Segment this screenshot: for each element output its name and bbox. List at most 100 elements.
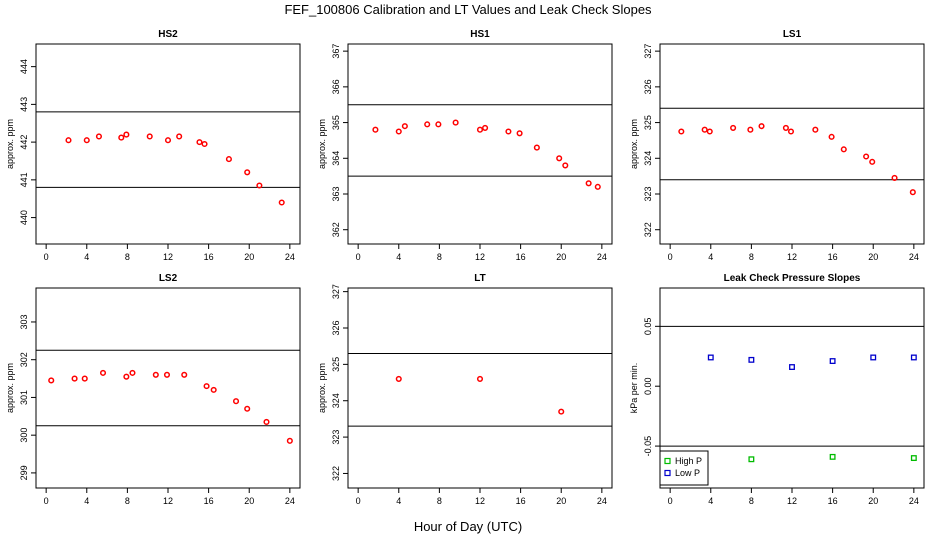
panel-6-point bbox=[748, 356, 755, 363]
panel-4-point bbox=[99, 369, 107, 376]
panel-1-point bbox=[244, 169, 251, 176]
panel-1-point bbox=[256, 182, 263, 189]
panel-1-y-tick-label: 440 bbox=[19, 210, 29, 225]
panel-6-x-tick-label: 8 bbox=[749, 496, 754, 506]
panel-6-point bbox=[707, 354, 714, 361]
panel-4-x-tick-label: 0 bbox=[44, 496, 49, 506]
panel-6-x-tick-label: 4 bbox=[708, 496, 713, 506]
panel-2-x-tick-label: 4 bbox=[396, 252, 401, 262]
panel-2-point bbox=[372, 126, 379, 133]
panel-5-y-tick-label: 327 bbox=[331, 284, 341, 299]
panel-3-x-tick-label: 12 bbox=[787, 252, 797, 262]
panel-4-point bbox=[163, 371, 171, 378]
panel-6-legend-marker bbox=[664, 457, 671, 465]
panel-6-point bbox=[789, 364, 795, 370]
panel-2-point bbox=[556, 155, 563, 162]
panel-5-y-tick-label: 324 bbox=[331, 393, 341, 408]
panel-2-x-tick-label: 16 bbox=[516, 252, 526, 262]
panel-3-point bbox=[891, 174, 898, 181]
panel-3-y-tick-label: 324 bbox=[643, 151, 653, 166]
panel-2-point bbox=[482, 124, 489, 131]
panel-3-point bbox=[869, 158, 876, 165]
panel-6-point bbox=[829, 453, 836, 460]
panel-5-point bbox=[558, 408, 565, 415]
panel-2-point bbox=[424, 121, 431, 128]
panel-4-x-tick-label: 4 bbox=[84, 496, 89, 506]
panel-3-point bbox=[812, 126, 819, 133]
panel-1-y-tick-label: 444 bbox=[19, 59, 29, 74]
panel-4-point bbox=[123, 373, 130, 380]
panel-1-point bbox=[225, 156, 232, 163]
panel-3-point bbox=[782, 124, 789, 131]
panel-5-x-tick-label: 20 bbox=[556, 496, 566, 506]
panel-4-y-tick-label: 299 bbox=[19, 465, 29, 480]
panel-3-point bbox=[840, 146, 847, 153]
panel-5-x-tick-label: 16 bbox=[516, 496, 526, 506]
panel-2-y-tick-label: 364 bbox=[331, 151, 341, 166]
panel-2-frame bbox=[347, 43, 613, 245]
panel-2-point bbox=[516, 130, 523, 137]
panel-4-point bbox=[232, 398, 240, 405]
panel-1-x-tick-label: 4 bbox=[84, 252, 89, 262]
panel-1-point bbox=[201, 140, 208, 148]
panel-4-y-tick-label: 303 bbox=[19, 314, 29, 329]
panel-5-x-tick-label: 4 bbox=[396, 496, 401, 506]
panel-1-x-tick-label: 8 bbox=[125, 252, 130, 262]
panel-6-y-tick-label: 0.05 bbox=[643, 318, 653, 336]
panel-1-point bbox=[278, 199, 285, 206]
panel-1-point bbox=[118, 134, 125, 141]
panel-5-x-tick-label: 24 bbox=[597, 496, 607, 506]
panel-2-x-tick-label: 24 bbox=[597, 252, 607, 262]
panel-4-y-tick-label: 300 bbox=[19, 428, 29, 443]
panel-4-point bbox=[152, 371, 159, 378]
panel-2-point bbox=[585, 180, 592, 187]
panel-1-x-tick-label: 0 bbox=[44, 252, 49, 262]
panel-3-point bbox=[909, 189, 916, 196]
panel-1-y-tick-label: 442 bbox=[19, 135, 29, 150]
panel-6-x-tick-label: 16 bbox=[828, 496, 838, 506]
panel-6-title: Leak Check Pressure Slopes bbox=[724, 273, 861, 284]
panel-4-x-tick-label: 24 bbox=[285, 496, 295, 506]
panel-2-point bbox=[395, 128, 402, 135]
panel-3-point bbox=[678, 128, 685, 135]
panel-1-point bbox=[176, 133, 183, 140]
panel-3-y-tick-label: 323 bbox=[643, 186, 653, 201]
figure-title: FEF_100806 Calibration and LT Values and… bbox=[284, 2, 652, 17]
panel-2-point bbox=[594, 183, 601, 190]
panel-1-point bbox=[95, 133, 103, 140]
panel-3-x-tick-label: 0 bbox=[668, 252, 673, 262]
panel-3-x-tick-label: 16 bbox=[828, 252, 838, 262]
panel-4-point bbox=[129, 369, 136, 376]
panel-5-y-tick-label: 326 bbox=[331, 320, 341, 335]
panel-1-point bbox=[65, 137, 72, 144]
panel-6-y-tick-label: 0.00 bbox=[643, 377, 653, 395]
panel-3-frame bbox=[659, 43, 925, 245]
panel-5-frame bbox=[347, 287, 613, 489]
panel-2-x-tick-label: 8 bbox=[437, 252, 442, 262]
panel-4-point bbox=[263, 418, 270, 426]
panel-5-point bbox=[395, 375, 402, 382]
panel-3-y-tick-label: 322 bbox=[643, 222, 653, 237]
panel-6-y-axis-label: kPa per min. bbox=[629, 363, 639, 414]
panel-1-x-tick-label: 16 bbox=[204, 252, 214, 262]
panel-4-x-tick-label: 12 bbox=[163, 496, 173, 506]
x-axis-label: Hour of Day (UTC) bbox=[413, 519, 523, 534]
panel-4-y-axis-label: approx. ppm bbox=[5, 363, 15, 413]
panel-6-x-tick-label: 20 bbox=[868, 496, 878, 506]
panel-2-title: HS1 bbox=[470, 29, 490, 40]
panel-2-y-tick-label: 362 bbox=[331, 222, 341, 237]
panel-2-point bbox=[533, 144, 540, 151]
panel-5-y-tick-label: 325 bbox=[331, 357, 341, 372]
panel-2-y-tick-label: 366 bbox=[331, 79, 341, 94]
panel-6-legend-marker bbox=[664, 469, 671, 477]
panel-2-y-axis-label: approx. ppm bbox=[317, 119, 327, 169]
panel-6-point bbox=[910, 455, 917, 462]
panel-2-y-tick-label: 365 bbox=[331, 115, 341, 130]
panel-4-point bbox=[48, 377, 55, 384]
panel-4-frame bbox=[35, 287, 301, 489]
panel-6-legend-box bbox=[659, 450, 709, 486]
panel-6-point bbox=[910, 354, 917, 361]
panel-4-title: LS2 bbox=[159, 273, 178, 284]
panel-5-x-tick-label: 12 bbox=[475, 496, 485, 506]
